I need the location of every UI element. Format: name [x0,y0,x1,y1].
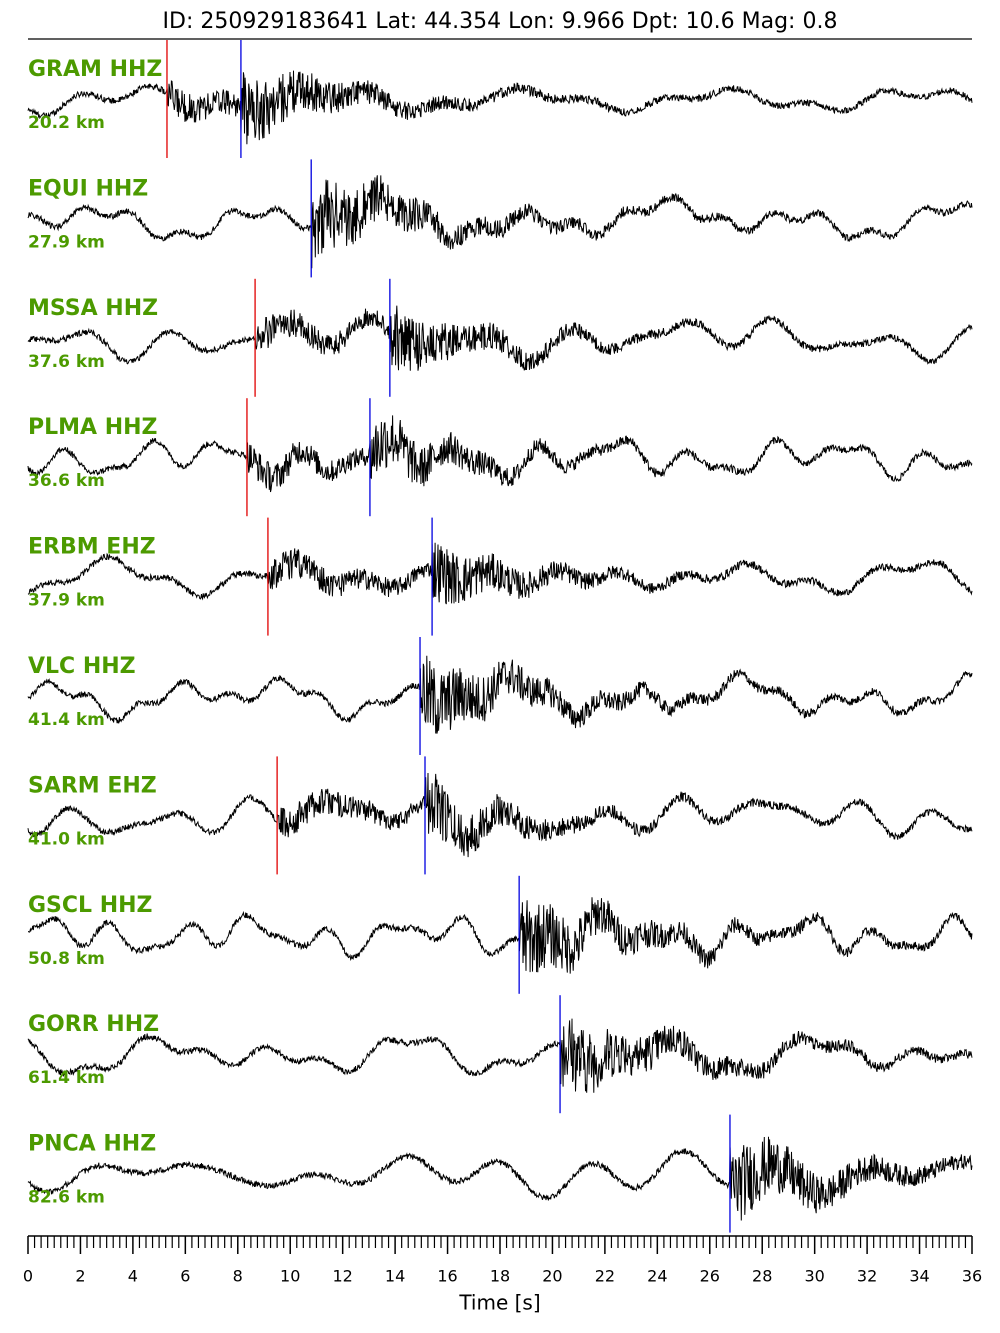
waveform [27,655,973,734]
station-distance: 41.4 km [28,710,105,730]
station-distance: 20.2 km [28,113,105,133]
station-distance: 41.0 km [28,829,105,849]
x-tick-label: 8 [233,1267,243,1286]
x-tick-label: 12 [332,1267,352,1286]
x-tick-label: 4 [128,1267,138,1286]
x-tick-label: 18 [490,1267,510,1286]
x-tick-label: 36 [962,1267,982,1286]
station-name: GRAM HHZ [28,57,162,82]
x-tick-label: 22 [595,1267,615,1286]
station-distance: 37.9 km [28,591,105,611]
x-tick-label: 14 [385,1267,405,1286]
x-tick-label: 28 [752,1267,772,1286]
station-distance: 50.8 km [28,949,105,969]
station-name: GSCL HHZ [28,893,153,918]
x-tick-label: 16 [437,1267,457,1286]
x-tick-label: 26 [700,1267,720,1286]
x-tick-label: 30 [804,1267,824,1286]
station-name: MSSA HHZ [28,296,158,321]
station-name: PNCA HHZ [28,1132,156,1157]
station-distance: 61.4 km [28,1068,105,1088]
x-tick-label: 6 [180,1267,190,1286]
station-distance: 36.6 km [28,471,105,491]
waveform [27,415,973,493]
waveform [27,305,973,371]
x-tick-label: 0 [23,1267,33,1286]
x-tick-label: 20 [542,1267,562,1286]
x-tick-label: 32 [857,1267,877,1286]
station-name: EQUI HHZ [28,176,148,201]
waveform [27,772,973,858]
waveform [27,175,973,269]
chart-title: ID: 250929183641 Lat: 44.354 Lon: 9.966 … [163,9,838,34]
waveform [27,70,973,145]
x-tick-label: 2 [75,1267,85,1286]
x-axis-label: Time [s] [458,1291,540,1315]
waveform [28,897,973,974]
x-tick-label: 24 [647,1267,667,1286]
waveform [27,1018,973,1093]
station-name: ERBM EHZ [28,535,156,560]
waveform [27,1136,973,1221]
station-name: GORR HHZ [28,1012,159,1037]
station-distance: 82.6 km [28,1188,105,1208]
station-name: PLMA HHZ [28,415,158,440]
station-name: SARM EHZ [28,773,157,798]
station-distance: 27.9 km [28,232,105,252]
station-distance: 37.6 km [28,352,105,372]
x-tick-label: 34 [909,1267,929,1286]
waveform [27,542,973,605]
x-tick-label: 10 [280,1267,300,1286]
station-name: VLC HHZ [28,654,136,679]
